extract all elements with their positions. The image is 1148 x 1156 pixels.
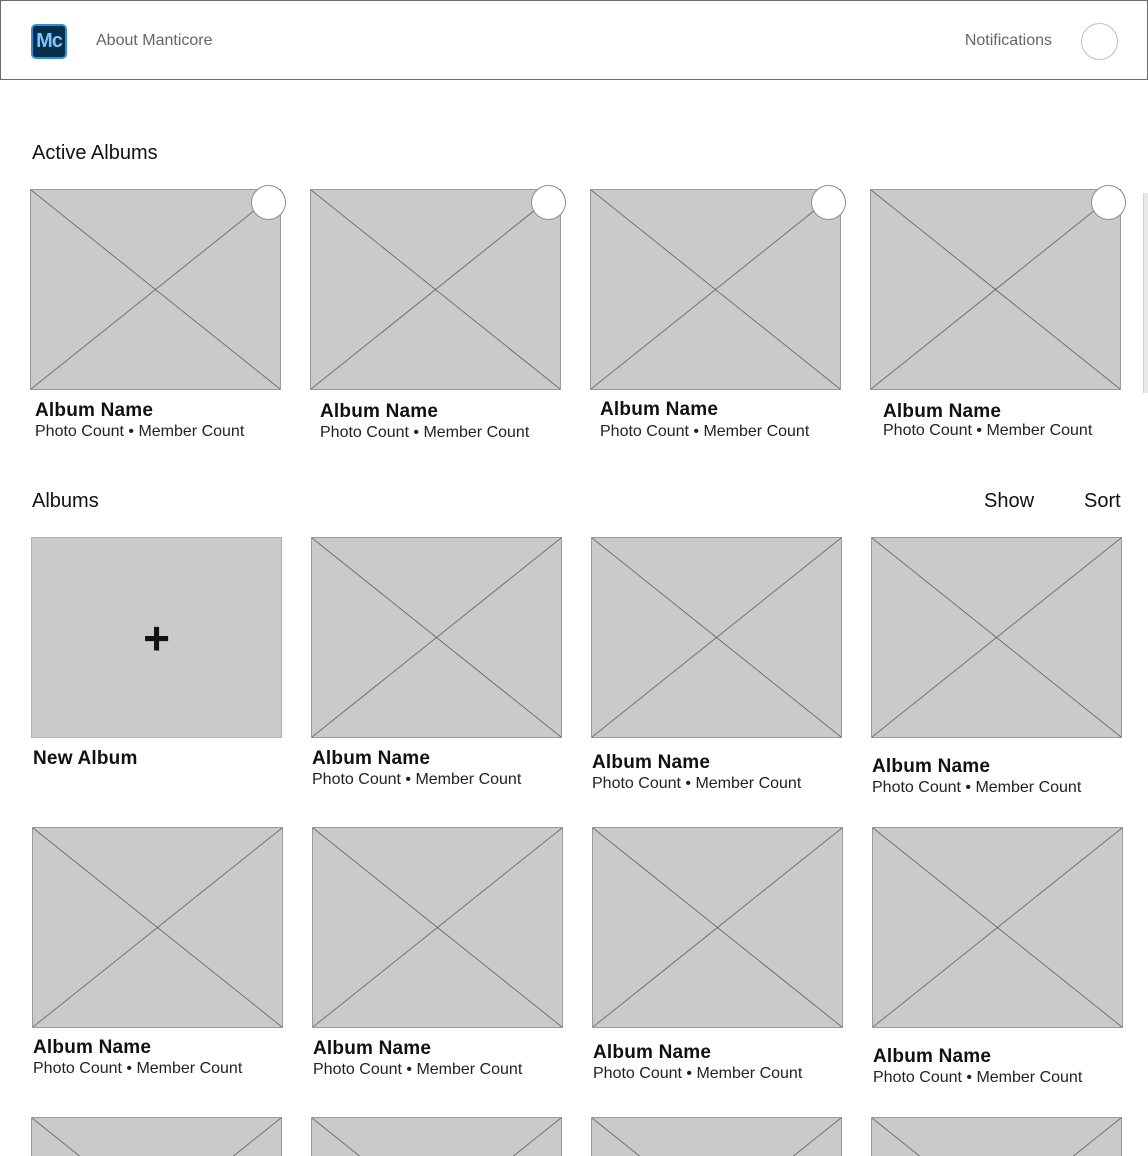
- album-meta: Photo Count • Member Count: [33, 1060, 243, 1077]
- new-album-label: New Album: [33, 748, 138, 769]
- album-thumbnail[interactable]: [31, 1117, 282, 1156]
- album-thumbnail[interactable]: [872, 827, 1123, 1028]
- album-card[interactable]: [311, 1117, 562, 1156]
- active-albums-heading: Active Albums: [32, 142, 158, 164]
- show-filter-button[interactable]: Show: [984, 490, 1035, 512]
- album-meta: Photo Count • Member Count: [600, 423, 810, 440]
- album-thumbnail[interactable]: [871, 1117, 1122, 1156]
- album-name: Album Name: [883, 401, 1002, 422]
- album-card[interactable]: Album Name Photo Count • Member Count: [311, 537, 562, 789]
- image-placeholder-icon: [33, 828, 282, 1027]
- about-manticore-link[interactable]: About Manticore: [96, 32, 213, 49]
- active-album-card[interactable]: Album Name Photo Count • Member Count: [870, 185, 1126, 440]
- select-album-toggle[interactable]: [251, 185, 286, 220]
- album-meta: Photo Count • Member Count: [883, 422, 1093, 439]
- album-thumbnail[interactable]: [870, 185, 1126, 390]
- select-album-toggle[interactable]: [811, 185, 846, 220]
- album-meta: Photo Count • Member Count: [592, 775, 802, 792]
- album-name: Album Name: [312, 748, 431, 769]
- top-header: Mc About Manticore Notifications: [0, 0, 1148, 80]
- album-thumbnail[interactable]: [591, 1117, 842, 1156]
- album-name: Album Name: [593, 1042, 712, 1063]
- album-thumbnail[interactable]: [311, 537, 562, 738]
- select-album-toggle[interactable]: [531, 185, 566, 220]
- album-meta: Photo Count • Member Count: [320, 424, 530, 441]
- avatar[interactable]: [1081, 23, 1118, 60]
- image-placeholder-icon: [311, 190, 560, 389]
- album-card[interactable]: Album Name Photo Count • Member Count: [591, 537, 842, 793]
- albums-heading: Albums: [32, 490, 99, 512]
- album-card[interactable]: Album Name Photo Count • Member Count: [871, 537, 1122, 797]
- album-card[interactable]: [871, 1117, 1122, 1156]
- scrollbar[interactable]: [1143, 193, 1148, 393]
- sort-button[interactable]: Sort: [1084, 490, 1121, 512]
- album-name: Album Name: [592, 752, 711, 773]
- image-placeholder-icon: [592, 1118, 841, 1156]
- album-thumbnail[interactable]: [32, 827, 283, 1028]
- album-meta: Photo Count • Member Count: [872, 779, 1082, 796]
- image-placeholder-icon: [592, 538, 841, 737]
- image-placeholder-icon: [873, 828, 1122, 1027]
- notifications-link[interactable]: Notifications: [964, 32, 1052, 49]
- manticore-logo[interactable]: Mc: [31, 24, 67, 59]
- album-thumbnail[interactable]: [871, 537, 1122, 738]
- image-placeholder-icon: [313, 828, 562, 1027]
- album-thumbnail[interactable]: [310, 185, 566, 390]
- album-thumbnail[interactable]: [592, 827, 843, 1028]
- active-album-card[interactable]: Album Name Photo Count • Member Count: [30, 185, 286, 441]
- plus-icon: +: [143, 611, 170, 664]
- album-name: Album Name: [873, 1046, 992, 1067]
- album-card[interactable]: Album Name Photo Count • Member Count: [872, 827, 1123, 1087]
- active-album-card[interactable]: Album Name Photo Count • Member Count: [590, 185, 846, 441]
- album-card[interactable]: Album Name Photo Count • Member Count: [312, 827, 563, 1079]
- album-name: Album Name: [313, 1038, 432, 1059]
- album-thumbnail[interactable]: [590, 185, 846, 390]
- album-meta: Photo Count • Member Count: [873, 1069, 1083, 1086]
- album-thumbnail[interactable]: [30, 185, 286, 390]
- image-placeholder-icon: [871, 190, 1120, 389]
- new-album-card[interactable]: + New Album: [31, 537, 282, 770]
- album-name: Album Name: [33, 1037, 152, 1058]
- new-album-tile[interactable]: +: [31, 537, 282, 738]
- album-card[interactable]: Album Name Photo Count • Member Count: [592, 827, 843, 1083]
- image-placeholder-icon: [593, 828, 842, 1027]
- album-card[interactable]: [591, 1117, 842, 1156]
- image-placeholder-icon: [312, 538, 561, 737]
- album-name: Album Name: [872, 756, 991, 777]
- image-placeholder-icon: [591, 190, 840, 389]
- image-placeholder-icon: [31, 190, 280, 389]
- album-card[interactable]: [31, 1117, 282, 1156]
- select-album-toggle[interactable]: [1091, 185, 1126, 220]
- image-placeholder-icon: [312, 1118, 561, 1156]
- album-name: Album Name: [320, 401, 439, 422]
- image-placeholder-icon: [872, 538, 1121, 737]
- image-placeholder-icon: [872, 1118, 1121, 1156]
- album-name: Album Name: [35, 400, 154, 421]
- album-card[interactable]: Album Name Photo Count • Member Count: [32, 827, 283, 1078]
- album-thumbnail[interactable]: [591, 537, 842, 738]
- album-meta: Photo Count • Member Count: [312, 771, 522, 788]
- album-meta: Photo Count • Member Count: [313, 1061, 523, 1078]
- album-thumbnail[interactable]: [312, 827, 563, 1028]
- album-thumbnail[interactable]: [311, 1117, 562, 1156]
- album-meta: Photo Count • Member Count: [35, 423, 245, 440]
- active-album-card[interactable]: Album Name Photo Count • Member Count: [310, 185, 566, 442]
- album-name: Album Name: [600, 399, 719, 420]
- album-meta: Photo Count • Member Count: [593, 1065, 803, 1082]
- image-placeholder-icon: [32, 1118, 281, 1156]
